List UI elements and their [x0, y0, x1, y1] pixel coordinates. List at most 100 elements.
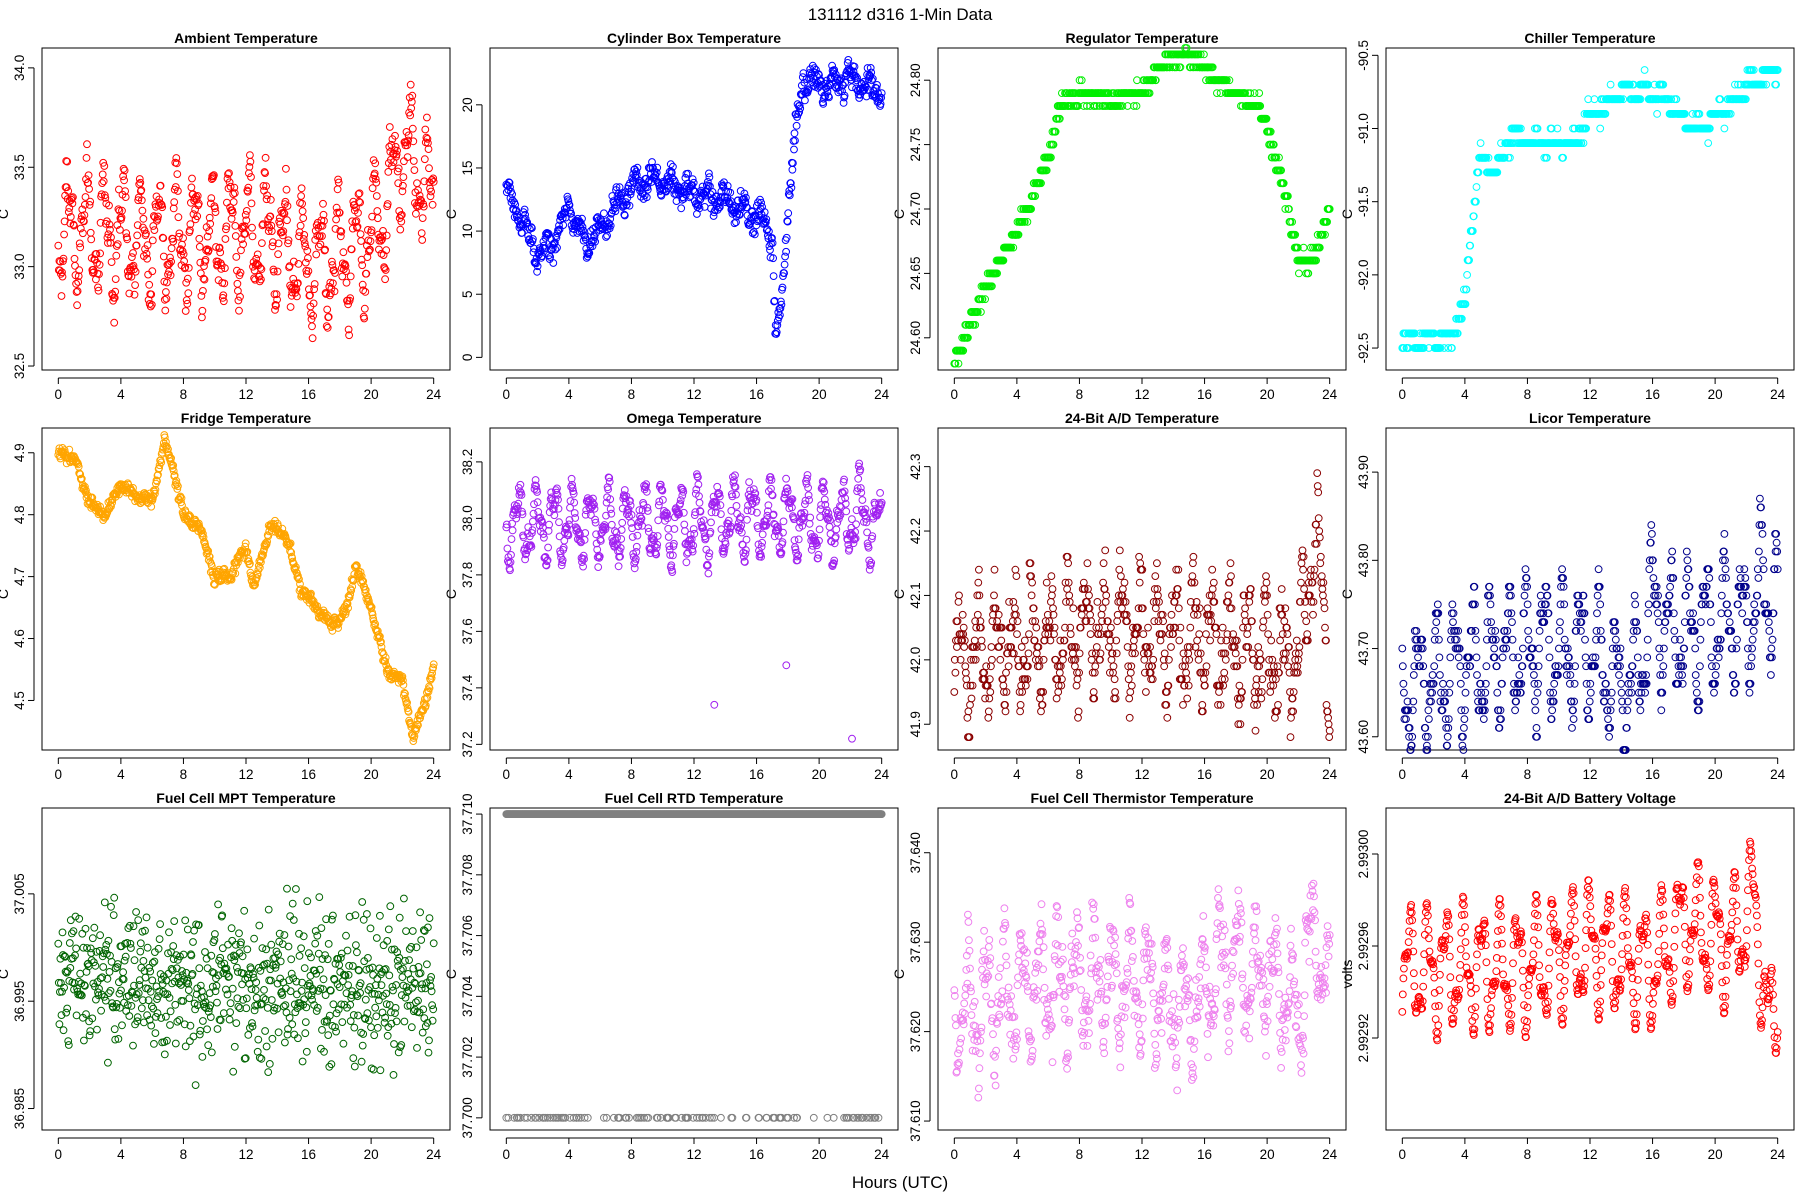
data-point [652, 168, 661, 177]
data-point [155, 199, 164, 207]
data-point [283, 202, 292, 210]
data-point [309, 299, 318, 308]
data-point [815, 525, 824, 534]
y-tick-label: 24.80 [908, 63, 923, 97]
data-point [299, 214, 308, 223]
y-tick-label: -92.5 [1356, 333, 1371, 364]
data-point [1113, 610, 1122, 619]
x-tick-label: 4 [117, 387, 125, 402]
data-point [58, 272, 67, 281]
x-tick-label: 20 [1708, 387, 1723, 402]
data-point [693, 203, 702, 211]
y-tick-label: 41.9 [908, 711, 923, 737]
data-point [1159, 617, 1167, 626]
data-point [787, 183, 796, 192]
data-point [689, 186, 698, 195]
data-point [282, 164, 290, 173]
data-point [831, 70, 840, 79]
data-point [224, 170, 232, 179]
data-point [423, 113, 431, 122]
data-point [353, 222, 362, 231]
data-point [804, 483, 812, 492]
data-point [148, 236, 157, 245]
data-point [842, 507, 851, 516]
data-point [1016, 707, 1024, 716]
data-point [1469, 212, 1478, 221]
data-point [54, 241, 63, 250]
data-point [204, 246, 213, 255]
data-point [565, 201, 574, 209]
data-point [1083, 559, 1092, 568]
data-point [246, 157, 255, 166]
data-point [344, 325, 353, 334]
data-point [80, 211, 89, 220]
x-tick-label: 8 [180, 767, 188, 782]
data-point [270, 267, 278, 276]
data-point [564, 197, 573, 206]
data-point [371, 159, 380, 168]
data-point [138, 206, 147, 215]
data-point [184, 289, 193, 298]
data-point [710, 700, 719, 709]
data-point [139, 214, 148, 223]
data-point [342, 267, 350, 276]
data-point [997, 636, 1006, 645]
data-point [757, 198, 765, 207]
data-point [786, 179, 795, 188]
data-point [146, 302, 155, 311]
data-point [1085, 591, 1093, 600]
data-point [742, 193, 750, 202]
data-point [1126, 688, 1135, 696]
x-tick-label: 0 [951, 767, 959, 782]
data-point [120, 176, 128, 185]
data-point [253, 250, 262, 259]
data-point [235, 306, 243, 315]
data-point [996, 655, 1005, 664]
data-point [345, 331, 354, 340]
data-point [355, 197, 363, 206]
x-tick-label: 0 [503, 767, 511, 782]
data-point [654, 516, 663, 525]
data-point [859, 83, 867, 92]
data-point [523, 223, 532, 231]
data-point [294, 260, 303, 268]
y-axis-label: C [0, 209, 11, 219]
data-point [165, 267, 173, 276]
data-point [1472, 183, 1481, 191]
data-point [135, 175, 144, 183]
data-point [244, 183, 253, 192]
y-tick-label: 42.0 [908, 647, 923, 673]
data-point [69, 193, 77, 202]
y-tick-label: -92.0 [1356, 259, 1371, 290]
data-point [148, 267, 157, 276]
data-point [145, 280, 154, 289]
data-point [105, 201, 113, 210]
y-axis: 32.533.033.534.0 [12, 55, 35, 379]
data-point [791, 136, 799, 145]
data-point [339, 248, 348, 257]
data-point [985, 694, 994, 703]
data-point [301, 242, 310, 251]
data-point [1020, 636, 1029, 645]
data-point [1004, 662, 1013, 671]
data-point [372, 178, 381, 187]
data-point [347, 245, 356, 254]
y-tick-label: 42.2 [908, 518, 923, 544]
data-point [801, 96, 809, 105]
data-point [680, 520, 689, 529]
data-point [85, 185, 93, 193]
data-point [958, 610, 967, 619]
x-tick-label: 16 [1645, 387, 1660, 402]
data-point [118, 206, 126, 215]
data-point [555, 221, 563, 230]
data-point [230, 183, 239, 192]
data-point [1039, 655, 1048, 664]
data-point [216, 248, 225, 257]
data-point [625, 201, 634, 210]
data-point [326, 289, 335, 298]
data-point [1065, 591, 1074, 600]
data-point [1009, 598, 1018, 606]
data-point [770, 297, 779, 305]
data-point [351, 218, 360, 227]
data-point [131, 281, 140, 290]
